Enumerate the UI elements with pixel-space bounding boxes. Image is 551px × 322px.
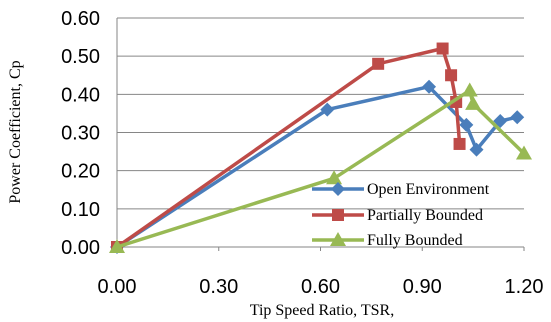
y-axis-label: Power Coefficient, Cp	[7, 60, 24, 203]
y-tick-label: 0.00	[61, 237, 100, 259]
y-tick-label: 0.50	[61, 46, 100, 68]
gridlines	[117, 17, 524, 210]
data-point	[436, 42, 449, 55]
x-tick-labels: 0.00 0.30 0.60 0.90 1.20	[98, 276, 544, 298]
data-point	[461, 82, 478, 97]
x-tick-label: 1.20	[505, 276, 544, 298]
series-1	[111, 42, 466, 253]
data-point	[459, 117, 474, 132]
data-point	[109, 239, 125, 253]
data-point	[372, 57, 385, 70]
x-tick-label: 0.00	[98, 276, 137, 298]
data-point	[320, 102, 335, 117]
data-point	[326, 170, 343, 185]
legend-label: Partially Bounded	[367, 207, 483, 224]
x-tick-label: 0.30	[199, 276, 238, 298]
axes	[116, 18, 525, 251]
legend-label: Open Environment	[367, 181, 490, 198]
data-point	[465, 95, 482, 110]
data-point	[469, 142, 484, 157]
y-tick-label: 0.40	[61, 84, 100, 106]
y-tick-label: 0.20	[61, 161, 100, 183]
y-tick-label: 0.60	[61, 8, 100, 30]
series-line	[115, 46, 462, 249]
legend-item: Fully Bounded	[312, 232, 463, 249]
y-tick-labels: 0.00 0.10 0.20 0.30 0.40 0.50 0.60	[61, 8, 100, 259]
data-point	[516, 145, 532, 160]
x-tick-label: 0.60	[301, 276, 340, 298]
series-layer	[109, 42, 532, 254]
series-0	[110, 79, 525, 254]
series-2	[109, 82, 532, 253]
x-tick-label: 0.90	[403, 276, 442, 298]
legend-swatch-marker	[330, 232, 346, 246]
x-axis-label: Tip Speed Ratio, TSR,	[250, 302, 394, 319]
data-point	[445, 69, 458, 82]
legend-item: Partially Bounded	[312, 207, 483, 224]
legend-swatch-marker	[332, 209, 344, 221]
data-point	[453, 137, 466, 150]
legend: Open Environment Partially Bounded Fully B…	[312, 181, 490, 249]
legend-swatch-marker	[331, 182, 345, 196]
y-tick-label: 0.10	[61, 199, 100, 221]
data-point	[510, 110, 525, 125]
y-tick-label: 0.30	[61, 123, 100, 145]
legend-label: Fully Bounded	[367, 232, 463, 249]
data-point	[422, 79, 437, 94]
legend-item: Open Environment	[312, 181, 490, 198]
